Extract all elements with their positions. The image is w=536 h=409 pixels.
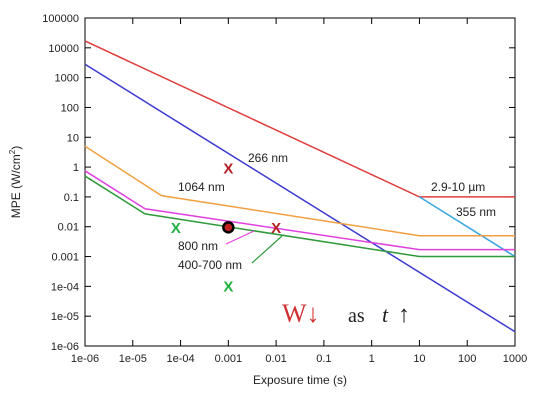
x-tick-label: 1e-06: [71, 353, 99, 365]
y-axis-title-end: ): [9, 146, 23, 150]
x-axis-title: Exposure time (s): [253, 373, 347, 387]
y-tick-label: 0.01: [58, 222, 79, 234]
series-line-5: [84, 175, 515, 258]
plot-frame: [84, 17, 516, 347]
y-tick-label: 100000: [42, 13, 79, 25]
y-axis-title-sup: 2: [8, 149, 17, 154]
label-400-700nm: 400-700 nm: [178, 258, 242, 272]
marker-x: X: [171, 220, 181, 237]
y-axis-title: MPE (W/cm2): [8, 146, 23, 218]
y-tick-label: 1e-04: [51, 281, 79, 293]
marker-group: X X X X: [171, 160, 281, 295]
series-group: [84, 40, 516, 333]
series-line-0: [84, 40, 515, 198]
y-tick-label: 10: [67, 132, 79, 144]
x-tick-label: 1e-05: [119, 353, 147, 365]
annotation-up-arrow: ↑: [398, 302, 410, 328]
label-2.9-10um: 2.9-10 µm: [431, 180, 485, 194]
y-tick-label: 100: [61, 102, 79, 114]
marker-x: X: [223, 278, 233, 295]
series-line-3: [84, 145, 515, 237]
label-800nm: 800 nm: [178, 239, 218, 253]
series-line-4: [84, 170, 515, 251]
y-tick-label: 1000: [55, 73, 79, 85]
y-tick-label: 1: [73, 162, 79, 174]
annotation-as: as: [348, 305, 365, 327]
y-tick-label: 10000: [48, 43, 79, 55]
x-tick-label: 1: [369, 353, 375, 365]
x-tick-label: 0.01: [265, 353, 286, 365]
y-axis-title-main: MPE (W/cm: [9, 154, 23, 218]
pointer-400-700nm: [251, 235, 283, 264]
series-line-2: [419, 196, 516, 258]
annotation-t: t: [382, 302, 389, 327]
label-355nm: 355 nm: [456, 205, 496, 219]
x-tick-label: 100: [458, 353, 476, 365]
label-1064nm: 1064 nm: [178, 180, 225, 194]
label-266nm: 266 nm: [248, 151, 288, 165]
y-tick-label: 1e-05: [51, 311, 79, 323]
y-tick-label: 1e-06: [51, 341, 79, 353]
y-tick-label: 0.001: [51, 252, 79, 264]
x-tick-label: 0.1: [316, 353, 331, 365]
marker-x: X: [271, 220, 281, 237]
marker-dot: [222, 221, 235, 234]
x-tick-label: 1e-04: [166, 353, 194, 365]
annotation-w-down: W↓: [282, 299, 320, 328]
tick-group: 1e-06 1e-05 1e-04 0.001 0.01 0.1 1 10 100 1000 1e-…: [42, 13, 527, 365]
x-tick-label: 0.001: [215, 353, 243, 365]
pointer-800nm: [225, 230, 255, 245]
marker-x: X: [223, 160, 233, 177]
plot-frame-group: [84, 17, 516, 347]
x-tick-label: 1000: [503, 353, 527, 365]
y-tick-label: 0.1: [64, 192, 79, 204]
x-tick-label: 10: [413, 353, 425, 365]
series-line-1: [84, 63, 516, 333]
